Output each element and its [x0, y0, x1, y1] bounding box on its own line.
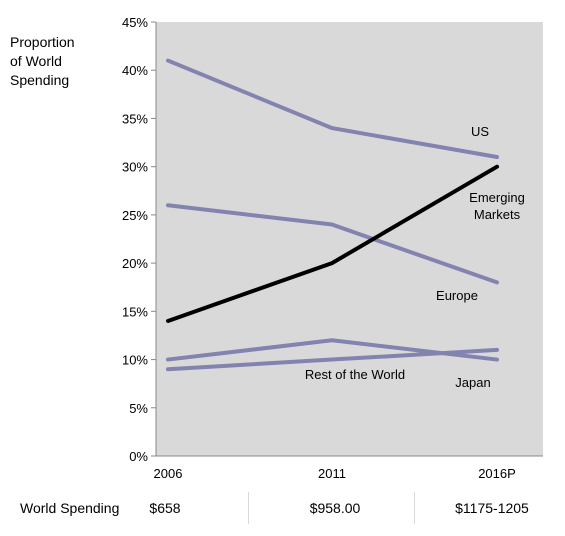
x-tick-label: 2006 [154, 466, 183, 480]
series-line-europe [166, 203, 499, 285]
series-labels: US Emerging Markets Europe Rest of the Wo… [305, 124, 525, 390]
y-tick-label: 5% [129, 401, 148, 416]
series-label-line: Rest of the World [305, 367, 405, 382]
y-tick-label: 15% [122, 304, 148, 319]
y-tick-label: 25% [122, 208, 148, 223]
series-line-emerging-markets [166, 164, 499, 323]
y-axis-title: Proportion of World Spending [10, 34, 75, 88]
y-tick-label: 45% [122, 15, 148, 30]
y-tick-label: 10% [122, 353, 148, 368]
world-spending-label: World Spending [20, 500, 120, 516]
series-label-line: US [471, 124, 489, 139]
y-tick-label: 35% [122, 111, 148, 126]
plot-area [156, 22, 543, 456]
series-label-line: Markets [474, 207, 521, 222]
y-tick-label: 0% [129, 449, 148, 464]
divider [414, 492, 415, 524]
world-spending-row: World Spending $658 $958.00 $1175-1205 [0, 488, 565, 534]
series-label-us: US [471, 124, 489, 139]
series-lines [166, 58, 499, 372]
x-tick-label: 2011 [318, 466, 346, 480]
series-label-europe: Europe [436, 288, 478, 303]
line-chart: 0% 5% 10% 15% 20% 25% 30% 35% 40% 45% 2006 2011 201… [122, 15, 543, 480]
world-spending-2006: $658 [149, 500, 181, 516]
series-label-japan: Japan [455, 375, 490, 390]
series-label-rest-of-the-world: Rest of the World [305, 367, 405, 382]
divider [248, 492, 249, 524]
y-tick-label: 20% [122, 256, 148, 271]
y-ticks: 0% 5% 10% 15% 20% 25% 30% 35% 40% 45% [122, 15, 156, 464]
x-tick-label: 2016P [478, 466, 516, 480]
series-label-line: Europe [436, 288, 478, 303]
series-label-emerging-markets: Emerging Markets [469, 190, 525, 222]
series-label-line: Japan [455, 375, 490, 390]
x-ticks: 2006 2011 2016P [154, 466, 516, 480]
series-line-japan [166, 347, 499, 372]
series-line-us [166, 58, 499, 160]
world-spending-2016p: $1175-1205 [455, 500, 529, 516]
world-spending-2011: $958.00 [309, 500, 361, 516]
y-tick-label: 40% [122, 63, 148, 78]
y-tick-label: 30% [122, 160, 148, 175]
series-label-line: Emerging [469, 190, 525, 205]
